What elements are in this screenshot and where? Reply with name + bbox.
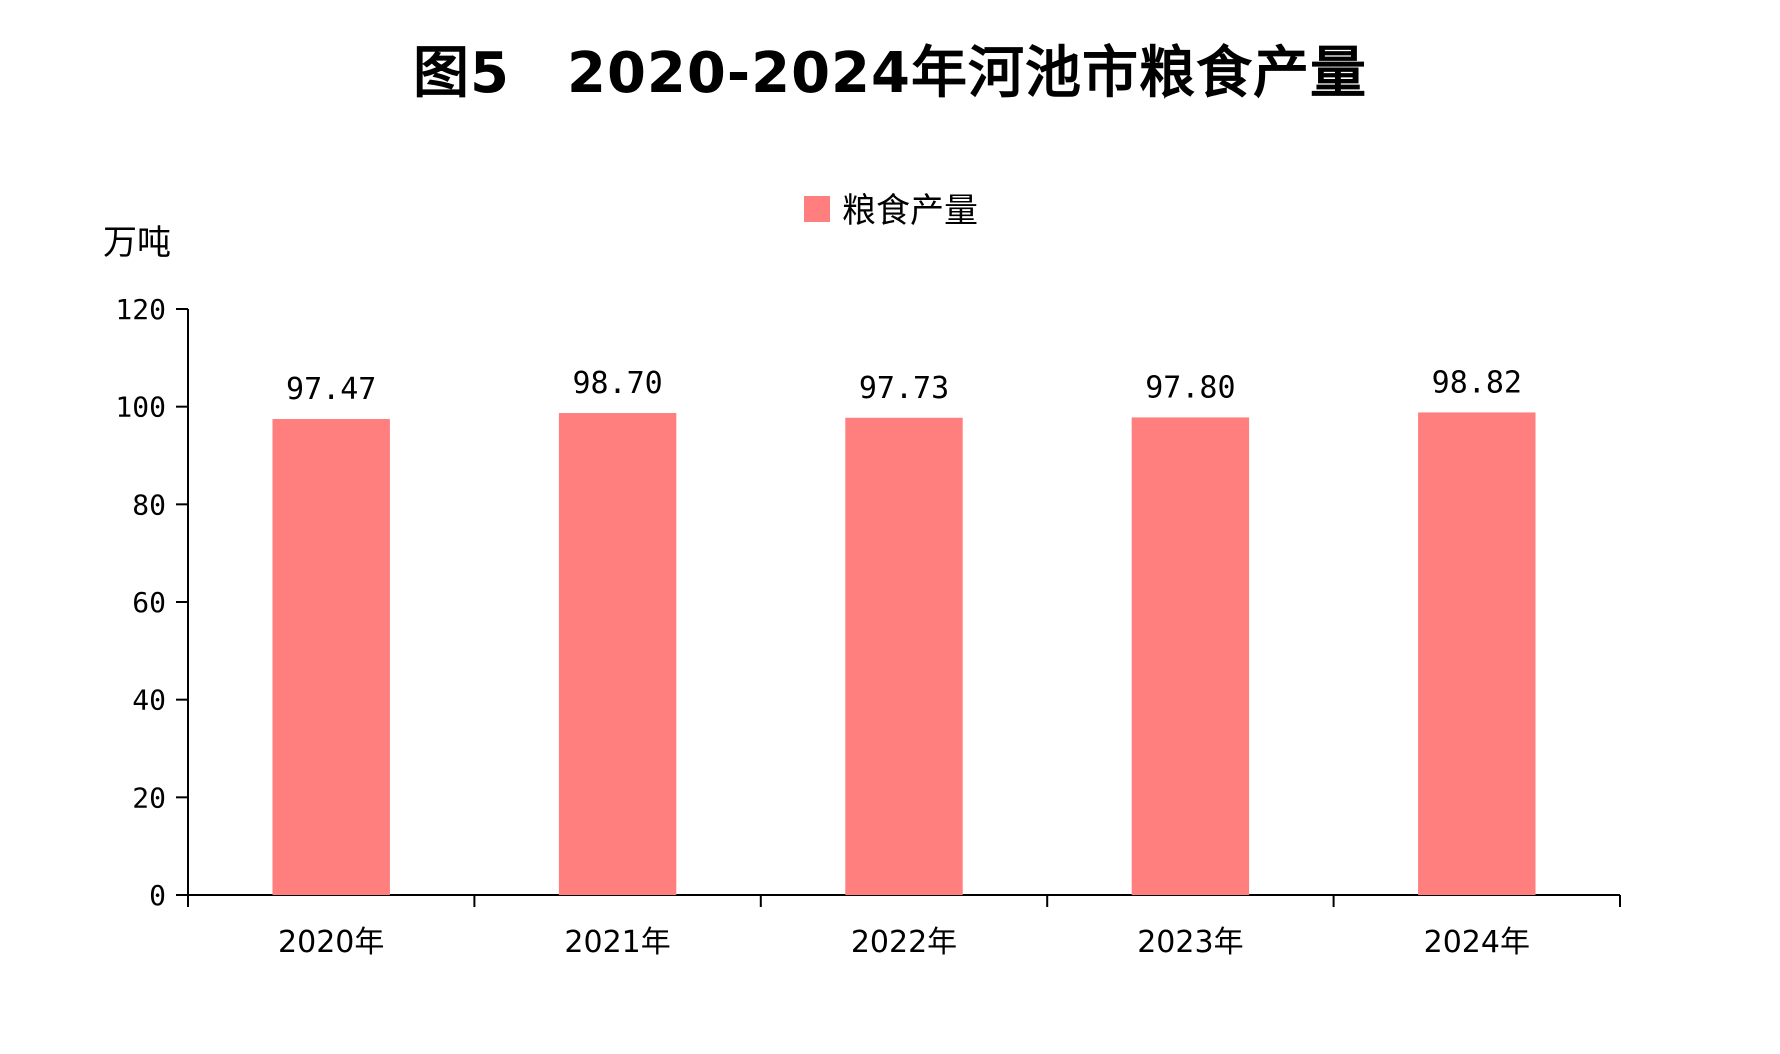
legend-label: 粮食产量: [842, 191, 978, 231]
bar-2024年: [1418, 412, 1536, 895]
y-tick-label: 20: [132, 781, 166, 814]
x-axis: [187, 894, 1621, 907]
bar-2022年: [845, 417, 963, 895]
chart-title: 图5 2020-2024年河池市粮食产量: [413, 41, 1367, 106]
x-category-label: 2023年: [1137, 925, 1243, 960]
y-tick-label: 120: [115, 293, 166, 326]
data-label: 98.82: [1432, 365, 1522, 400]
bar-series: [272, 412, 1536, 895]
data-label: 97.80: [1145, 370, 1235, 405]
x-category-label: 2021年: [564, 925, 670, 960]
bar-2023年: [1131, 417, 1250, 895]
category-labels: 2020年 2021年 2022年 2023年 2024年: [278, 925, 1530, 960]
x-category-label: 2022年: [851, 925, 957, 960]
y-tick-label: 0: [149, 879, 166, 912]
data-label: 97.73: [859, 371, 949, 406]
y-tick-label: 40: [132, 684, 166, 717]
data-label: 97.47: [286, 372, 376, 407]
bar-2021年: [558, 413, 677, 895]
bar-2020年: [272, 419, 390, 895]
data-label: 98.70: [572, 366, 662, 401]
y-axis: 0 20 40 60 80 100 120: [115, 293, 189, 912]
data-labels: 97.47 98.70 97.73 97.80 98.82: [286, 365, 1522, 407]
y-axis-unit-label: 万吨: [103, 223, 171, 263]
y-tick-label: 60: [132, 586, 166, 619]
y-tick-label: 100: [115, 391, 166, 424]
legend: 粮食产量: [804, 191, 978, 231]
x-category-label: 2024年: [1424, 925, 1530, 960]
y-tick-label: 80: [132, 488, 166, 521]
x-category-label: 2020年: [278, 925, 384, 960]
legend-swatch: [804, 196, 830, 222]
